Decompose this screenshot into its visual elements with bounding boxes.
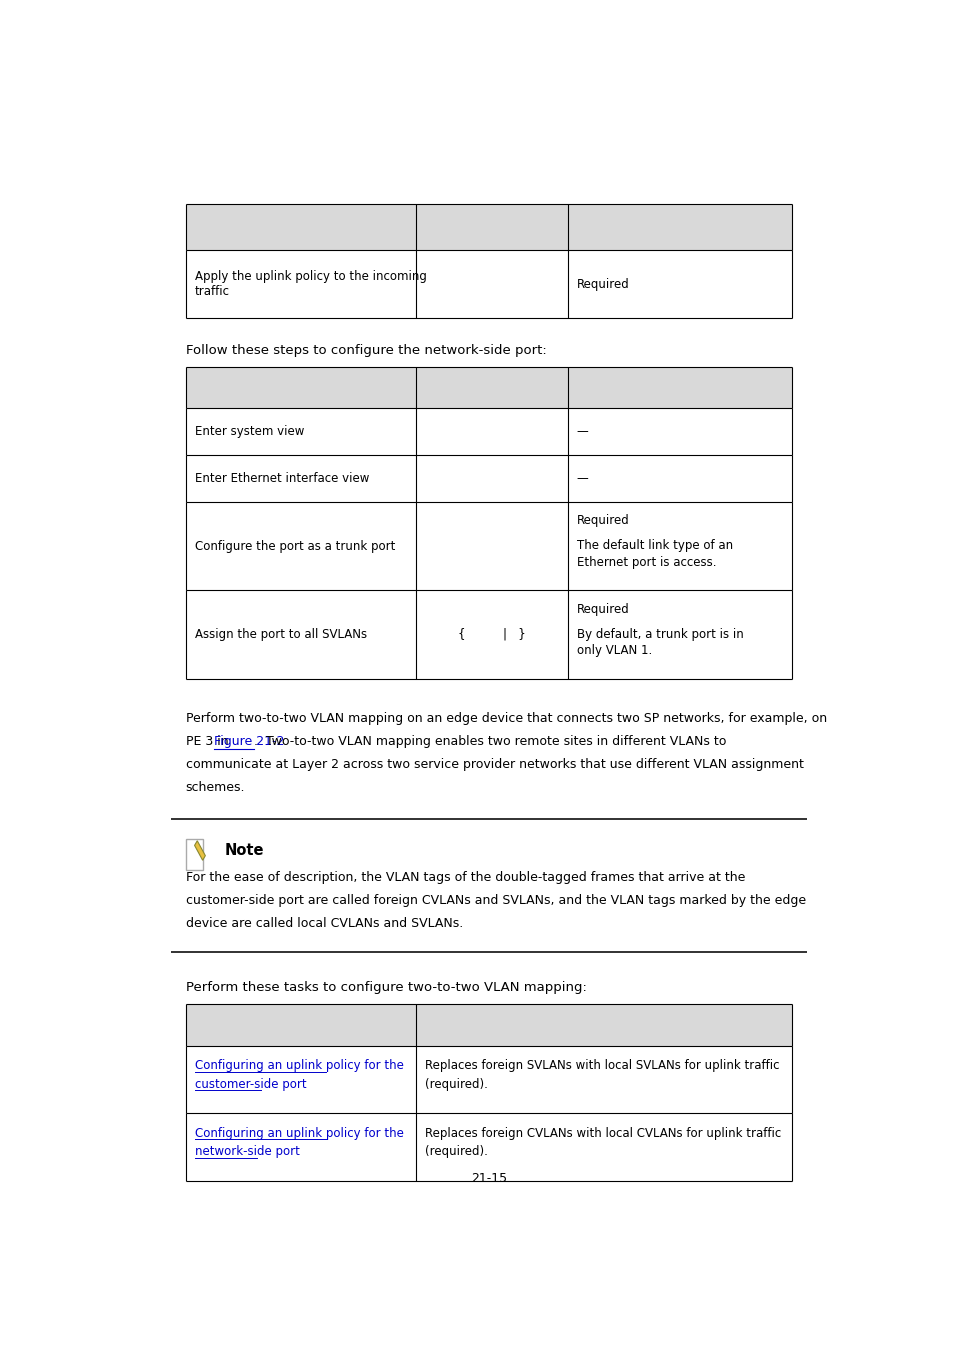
Text: Figure 21-2: Figure 21-2: [214, 734, 285, 748]
Text: Perform two-to-two VLAN mapping on an edge device that connects two SP networks,: Perform two-to-two VLAN mapping on an ed…: [186, 711, 826, 725]
FancyBboxPatch shape: [416, 408, 567, 455]
FancyBboxPatch shape: [567, 502, 731, 590]
Text: By default, a trunk port is in: By default, a trunk port is in: [576, 628, 742, 641]
Text: customer-side port: customer-side port: [194, 1077, 306, 1091]
FancyBboxPatch shape: [186, 838, 202, 869]
FancyBboxPatch shape: [416, 455, 567, 502]
Text: Follow these steps to configure the network-side port:: Follow these steps to configure the netw…: [186, 344, 546, 356]
Text: Note: Note: [224, 842, 263, 857]
Text: customer-side port are called foreign CVLANs and SVLANs, and the VLAN tags marke: customer-side port are called foreign CV…: [186, 894, 805, 907]
Text: Required: Required: [576, 514, 629, 528]
Text: (required).: (required).: [425, 1145, 487, 1158]
Text: Replaces foreign SVLANs with local SVLANs for uplink traffic: Replaces foreign SVLANs with local SVLAN…: [425, 1060, 779, 1072]
Text: Assign the port to all SVLANs: Assign the port to all SVLANs: [194, 628, 366, 641]
Text: The default link type of an: The default link type of an: [576, 540, 732, 552]
Text: Replaces foreign CVLANs with local CVLANs for uplink traffic: Replaces foreign CVLANs with local CVLAN…: [425, 1127, 781, 1139]
FancyBboxPatch shape: [567, 455, 731, 502]
FancyBboxPatch shape: [567, 408, 731, 455]
FancyBboxPatch shape: [186, 1114, 791, 1181]
Text: .  Two-to-two VLAN mapping enables two remote sites in different VLANs to: . Two-to-two VLAN mapping enables two re…: [253, 734, 725, 748]
Text: only VLAN 1.: only VLAN 1.: [576, 644, 651, 657]
FancyBboxPatch shape: [186, 408, 416, 455]
Text: Configuring an uplink policy for the: Configuring an uplink policy for the: [194, 1127, 403, 1139]
Text: communicate at Layer 2 across two service provider networks that use different V: communicate at Layer 2 across two servic…: [186, 757, 802, 771]
Text: Enter Ethernet interface view: Enter Ethernet interface view: [194, 472, 369, 485]
Text: Configuring an uplink policy for the: Configuring an uplink policy for the: [194, 1060, 403, 1072]
Text: Enter system view: Enter system view: [194, 425, 304, 439]
FancyBboxPatch shape: [416, 590, 567, 679]
FancyBboxPatch shape: [186, 1004, 791, 1046]
Text: {          |   }: { | }: [457, 628, 525, 641]
Text: Ethernet port is access.: Ethernet port is access.: [576, 556, 716, 568]
Text: Perform these tasks to configure two-to-two VLAN mapping:: Perform these tasks to configure two-to-…: [186, 981, 586, 994]
FancyBboxPatch shape: [186, 367, 791, 408]
FancyBboxPatch shape: [186, 204, 791, 250]
FancyBboxPatch shape: [186, 590, 416, 679]
Polygon shape: [194, 841, 205, 860]
Text: Configure the port as a trunk port: Configure the port as a trunk port: [194, 540, 395, 552]
Text: device are called local CVLANs and SVLANs.: device are called local CVLANs and SVLAN…: [186, 917, 462, 930]
Text: 21-15: 21-15: [471, 1172, 506, 1185]
Text: network-side port: network-side port: [194, 1145, 299, 1158]
FancyBboxPatch shape: [186, 1046, 791, 1114]
Text: —: —: [576, 472, 588, 485]
FancyBboxPatch shape: [416, 250, 567, 319]
Text: Required: Required: [576, 278, 629, 290]
Text: PE 3 in: PE 3 in: [186, 734, 233, 748]
Text: (required).: (required).: [425, 1077, 487, 1091]
Text: —: —: [576, 425, 588, 439]
FancyBboxPatch shape: [567, 590, 731, 679]
Text: For the ease of description, the VLAN tags of the double-tagged frames that arri: For the ease of description, the VLAN ta…: [186, 871, 744, 884]
FancyBboxPatch shape: [186, 455, 416, 502]
FancyBboxPatch shape: [186, 250, 416, 319]
Text: schemes.: schemes.: [186, 780, 245, 794]
FancyBboxPatch shape: [416, 502, 567, 590]
Text: Required: Required: [576, 602, 629, 616]
FancyBboxPatch shape: [567, 250, 731, 319]
Text: Apply the uplink policy to the incoming
traffic: Apply the uplink policy to the incoming …: [194, 270, 426, 298]
FancyBboxPatch shape: [186, 502, 416, 590]
